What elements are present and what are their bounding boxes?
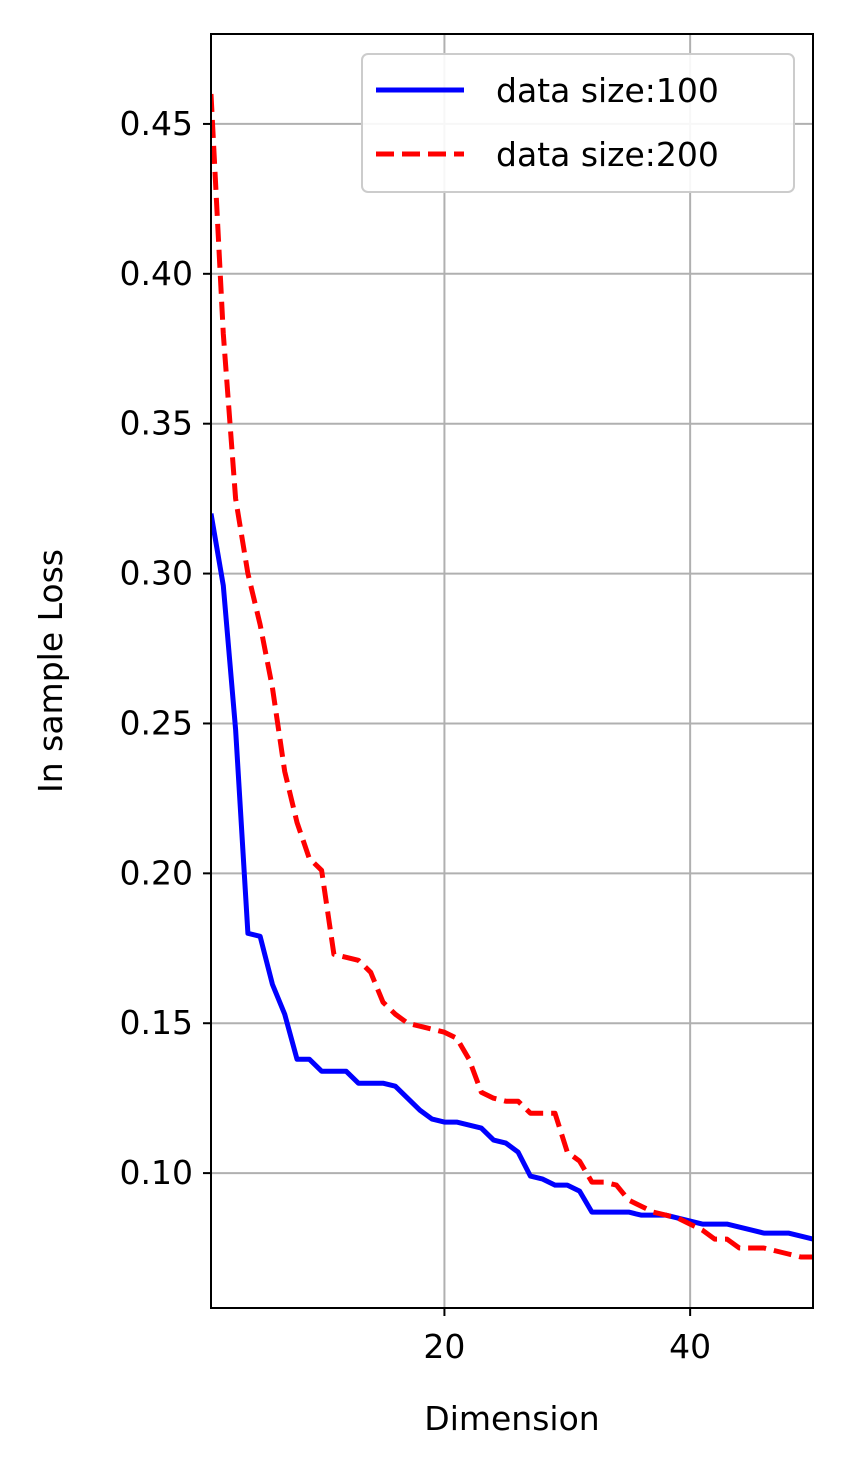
series-lines [211,93,813,1260]
y-tick-label: 0.15 [120,1003,193,1042]
y-tick-label: 0.10 [120,1153,193,1192]
legend-label-data-size-100: data size:100 [496,71,719,110]
axis-ticks: 0.10 0.15 0.20 0.25 0.30 0.35 0.40 0.45 20 40 [120,104,712,1366]
legend: data size:100 data size:200 [361,53,795,193]
legend-box [361,53,795,193]
series-line-data-size-100 [211,513,813,1242]
x-axis-label: Dimension [424,1399,599,1438]
x-tick-label: 40 [669,1327,711,1366]
y-axis-label: In sample Loss [31,549,70,793]
y-tick-label: 0.35 [120,404,193,443]
y-tick-label: 0.20 [120,853,193,892]
plot-frame [210,33,814,1309]
series-line-data-size-200 [211,93,813,1260]
y-tick-label: 0.30 [120,554,193,593]
grid [211,34,813,1308]
legend-label-data-size-200: data size:200 [496,135,719,174]
y-tick-label: 0.40 [120,254,193,293]
y-tick-label: 0.45 [120,104,193,143]
x-tick-label: 20 [423,1327,465,1366]
y-tick-label: 0.25 [120,703,193,742]
